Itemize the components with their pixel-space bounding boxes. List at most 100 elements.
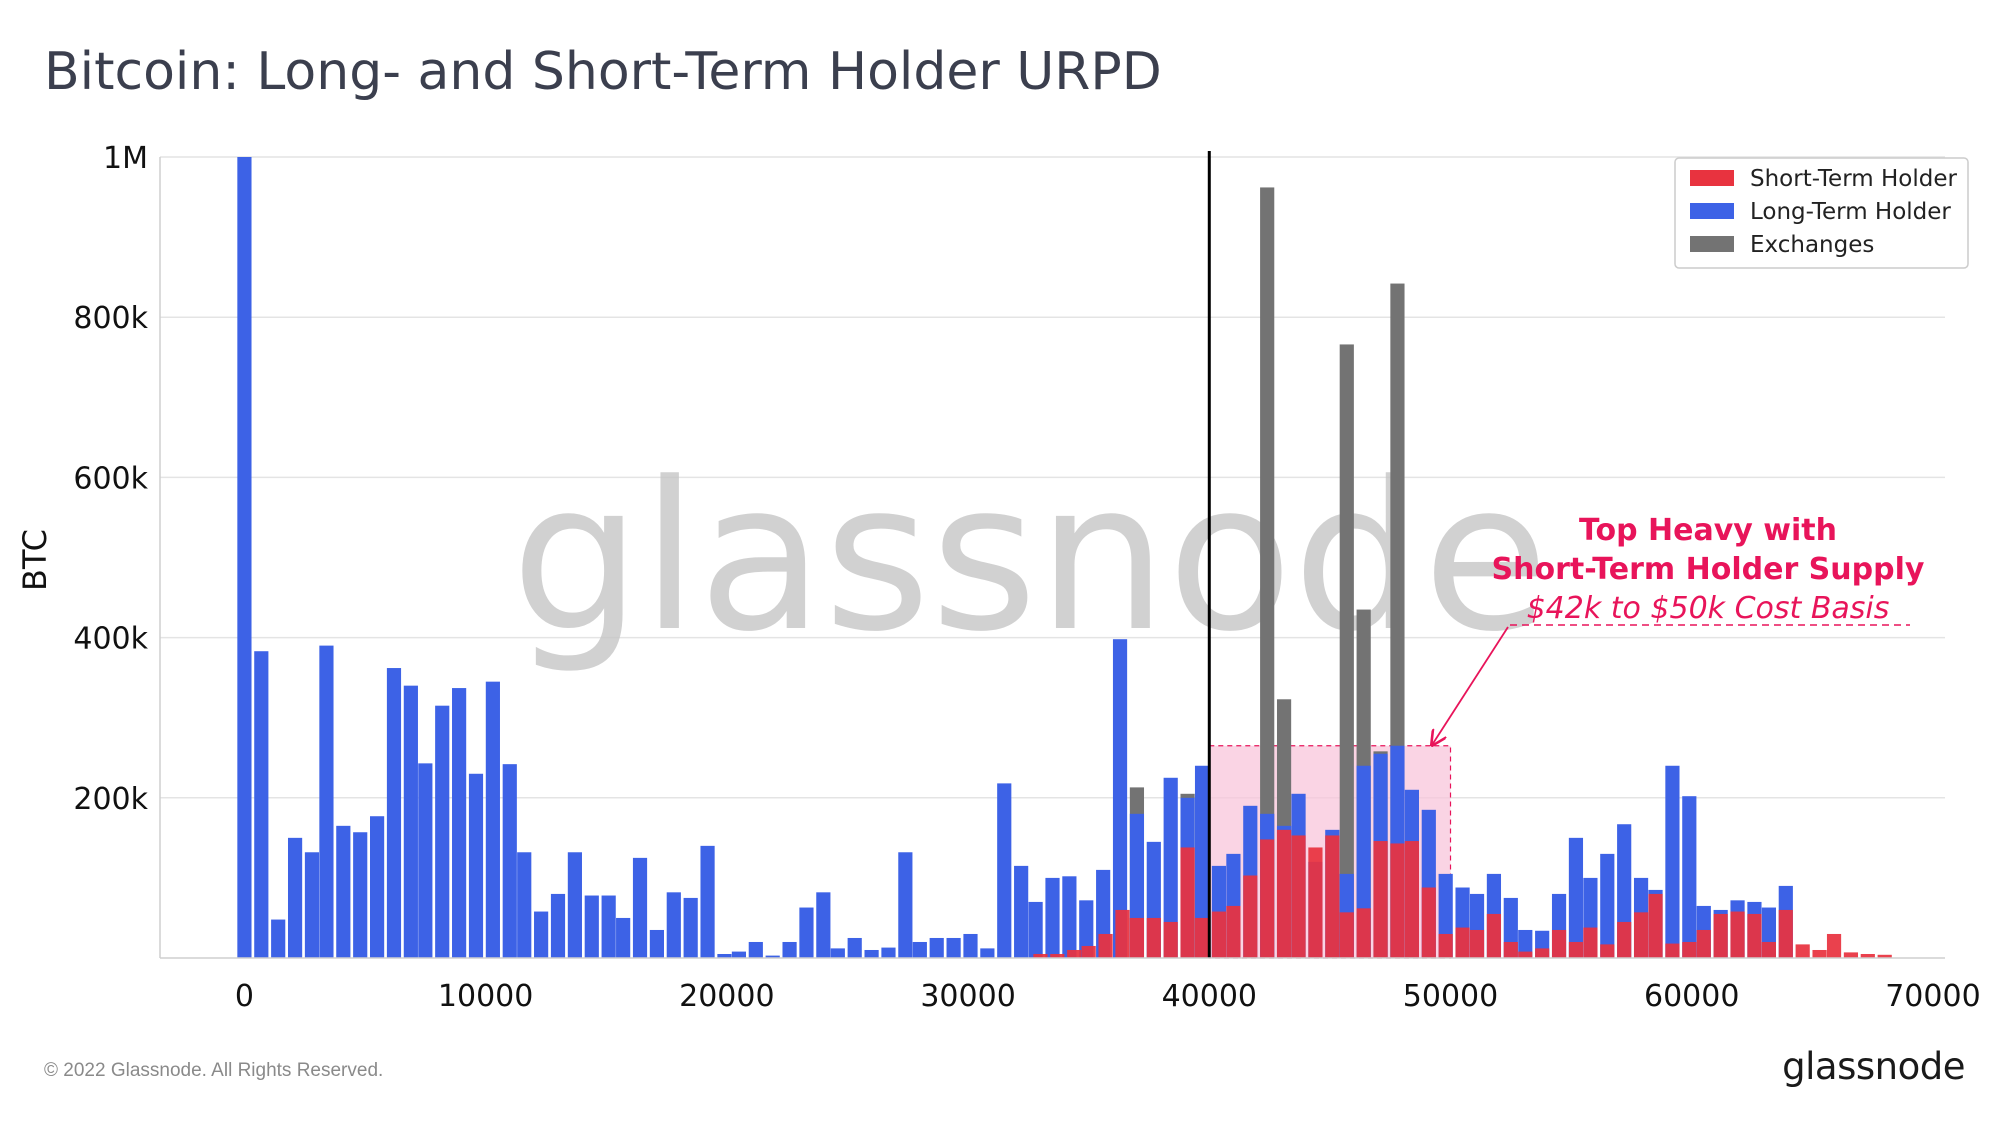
x-tick-label-0: 0	[235, 979, 254, 1014]
bars-group	[237, 157, 1892, 959]
bar-lth-8900	[452, 688, 467, 958]
bar-sth-45100	[1325, 835, 1340, 958]
bar-lth-14400	[584, 895, 599, 958]
bar-lth-19900	[717, 953, 732, 958]
bar-sth-58500	[1648, 893, 1663, 958]
y-tick-label-3: 800k	[73, 301, 148, 336]
bar-lth-11000	[502, 764, 517, 958]
bar-lth-6200	[386, 668, 402, 958]
bar-sth-55800	[1583, 927, 1598, 958]
bar-lth-27400	[898, 852, 913, 958]
bar-sth-53800	[1535, 948, 1550, 958]
bar-lth-4100	[336, 825, 351, 958]
annotation-arrow	[1432, 626, 1509, 745]
annotation-line-2: Short-Term Holder Supply	[1492, 552, 1925, 587]
page-title: Bitcoin: Long- and Short-Term Holder URP…	[44, 42, 1162, 102]
legend: Short-Term Holder Long-Term Holder Excha…	[1674, 157, 1969, 269]
bar-sth-37000	[1129, 917, 1145, 958]
bar-lth-25300	[847, 937, 862, 958]
legend-label-sth: Short-Term Holder	[1750, 166, 1957, 192]
bar-lth-13700	[567, 852, 582, 958]
bar-lth-36300	[1112, 639, 1128, 958]
bar-sth-49800	[1438, 933, 1453, 958]
annotation: Top Heavy with Short-Term Holder Supply …	[1432, 513, 1925, 745]
bar-sth-46400	[1356, 908, 1371, 958]
bar-lth-19200	[700, 845, 715, 958]
bar-sth-61900	[1730, 911, 1745, 958]
copyright-text: © 2022 Glassnode. All Rights Reserved.	[44, 1060, 384, 1081]
bar-lth-26700	[881, 947, 896, 958]
bar-exchanges-42400	[1260, 187, 1275, 959]
bar-lth-59900	[1682, 796, 1697, 958]
bar-lth-38400	[1163, 777, 1178, 958]
bar-lth-39700	[1194, 765, 1210, 958]
y-axis-ticks: 200k 400k 600k 800k 1M	[73, 141, 148, 817]
bar-lth-12300	[534, 911, 549, 958]
bar-sth-64600	[1795, 944, 1810, 958]
legend-box	[1674, 157, 1969, 269]
bar-sth-63900	[1778, 909, 1793, 958]
annotation-line-1: Top Heavy with	[1579, 513, 1837, 548]
bar-lth-15700	[616, 917, 631, 958]
bar-lth-32200	[1014, 865, 1029, 958]
bar-sth-43100	[1276, 829, 1292, 958]
x-tick-label-20000: 20000	[679, 979, 774, 1014]
bar-sth-52500	[1503, 941, 1518, 958]
bar-lth-700	[254, 651, 269, 958]
bar-sth-39700	[1194, 917, 1210, 958]
bar-sth-59200	[1665, 943, 1680, 958]
bar-lth-59200	[1665, 765, 1680, 958]
legend-swatch-lth	[1690, 203, 1734, 219]
legend-label-lth: Long-Term Holder	[1750, 199, 1951, 225]
x-tick-label-50000: 50000	[1403, 979, 1498, 1014]
bar-sth-61200	[1713, 913, 1728, 958]
bar-sth-45700	[1339, 912, 1354, 958]
bar-sth-42400	[1260, 839, 1275, 958]
bar-lth-15100	[601, 895, 616, 958]
bar-sth-41000	[1226, 905, 1241, 958]
bar-lth-6900	[403, 685, 418, 958]
x-tick-label-10000: 10000	[438, 979, 533, 1014]
bar-lth-28700	[929, 937, 944, 958]
bar-lth-21900	[765, 955, 780, 958]
bar-sth-60500	[1696, 929, 1711, 958]
bar-lth-22600	[782, 941, 797, 958]
y-tick-label-4: 1M	[103, 141, 148, 176]
bar-lth-34200	[1062, 876, 1077, 958]
y-tick-label-0: 200k	[73, 782, 148, 817]
bar-sth-65900	[1826, 933, 1842, 958]
bar-lth-5500	[370, 816, 385, 958]
bar-sth-59900	[1682, 941, 1697, 958]
bar-lth-30800	[980, 948, 995, 958]
bar-lth-7500	[418, 763, 433, 958]
bar-exchanges-45700	[1339, 344, 1354, 959]
glassnode-logo: glassnode	[1782, 1045, 1965, 1088]
annotation-line-3: $42k to $50k Cost Basis	[1527, 591, 1890, 626]
bar-sth-66600	[1843, 952, 1859, 958]
bar-sth-35000	[1081, 945, 1096, 958]
bar-sth-33000	[1033, 953, 1048, 958]
bar-sth-35700	[1098, 933, 1113, 958]
legend-swatch-sth	[1690, 170, 1734, 186]
bar-lth-18500	[683, 897, 698, 958]
bar-lth-21200	[748, 941, 763, 958]
bar-sth-67300	[1860, 953, 1875, 958]
bar-lth-17100	[649, 929, 664, 958]
bar-sth-62600	[1747, 913, 1762, 958]
grid-lines	[160, 156, 1945, 799]
bar-sth-50500	[1455, 927, 1470, 958]
bar-sth-47100	[1373, 841, 1388, 958]
bar-sth-51100	[1469, 929, 1485, 958]
bar-sth-49100	[1421, 887, 1436, 958]
bar-sth-63200	[1761, 941, 1777, 958]
bar-lth-24600	[830, 948, 845, 958]
bar-lth-4800	[353, 832, 368, 958]
legend-swatch-exchanges	[1690, 236, 1734, 252]
bar-lth-30100	[963, 933, 978, 958]
bar-lth-9600	[468, 773, 484, 958]
bar-sth-51800	[1486, 913, 1502, 958]
y-tick-label-1: 400k	[73, 622, 148, 657]
bar-sth-57900	[1633, 912, 1649, 958]
bar-lth-28000	[912, 941, 927, 958]
bar-lth-17800	[666, 892, 681, 958]
